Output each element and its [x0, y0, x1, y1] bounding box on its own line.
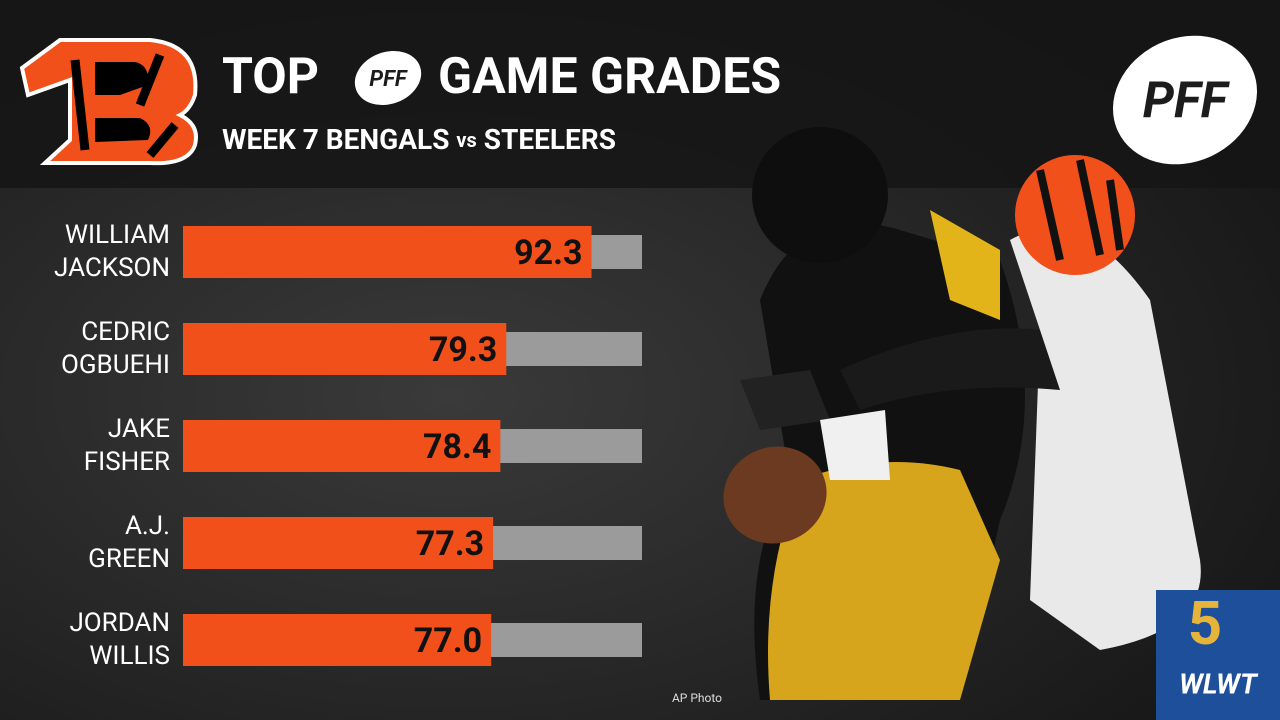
subtitle-part: STEELERS — [484, 123, 616, 156]
value-label: 77.3 — [416, 524, 484, 564]
bar — [183, 323, 507, 375]
subtitle: WEEK 7 BENGALS vs STEELERS — [222, 123, 616, 156]
category-label: WILLIS — [89, 641, 170, 671]
category-label: GREEN — [88, 544, 170, 574]
station-name: WLWT — [1179, 667, 1259, 700]
value-label: 79.3 — [429, 330, 497, 370]
subtitle-part: vs — [456, 128, 476, 152]
station-number: 5 — [1188, 588, 1222, 659]
category-label: FISHER — [84, 447, 170, 477]
category-label: A.J. — [125, 511, 170, 541]
category-label: WILLIAM — [65, 220, 170, 250]
bar — [183, 517, 494, 569]
category-label: CEDRIC — [81, 317, 170, 347]
value-label: 92.3 — [514, 233, 582, 273]
value-label: 77.0 — [414, 621, 482, 661]
bar — [183, 226, 592, 278]
team-logo — [19, 38, 198, 166]
category-label: JORDAN — [69, 608, 170, 638]
title-part: TOP — [222, 48, 319, 106]
subtitle-part: WEEK 7 BENGALS — [222, 123, 449, 156]
photo — [723, 127, 1201, 701]
pff-logo-text: PFF — [1143, 72, 1231, 130]
title-logo-text: PFF — [369, 67, 407, 92]
title-logo: PFF — [354, 50, 422, 106]
photo-credit: AP Photo — [672, 691, 722, 705]
title-part: GAME GRADES — [438, 48, 781, 106]
value-label: 78.4 — [423, 427, 491, 467]
bar — [183, 614, 492, 666]
category-label: OGBUEHI — [61, 350, 170, 380]
pff-logo: PFF — [1112, 35, 1258, 165]
station-logo: 5 WLWT — [1156, 588, 1280, 720]
bar — [183, 420, 501, 472]
category-label: JAKE — [108, 414, 170, 444]
category-label: JACKSON — [54, 253, 170, 283]
